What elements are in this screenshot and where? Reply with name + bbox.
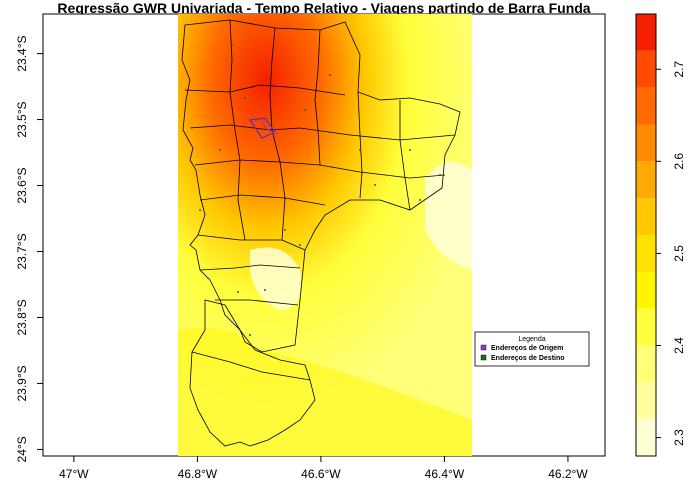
colorbar-band [636, 50, 656, 88]
colorbar-band [636, 198, 656, 235]
colorbar-band [636, 14, 656, 51]
destination-point [244, 97, 246, 99]
destination-point [237, 291, 239, 293]
y-tick-label: 23.7°S [15, 233, 29, 269]
district-line [229, 19, 246, 241]
colorbar-tick-label: 2.5 [672, 245, 686, 262]
legend-destination-label: Endereços de Destino [491, 355, 565, 362]
destination-point [264, 289, 266, 291]
y-tick-label: 23.5°S [15, 101, 29, 137]
y-tick-label: 23.4°S [15, 35, 29, 71]
x-tick-label: 46.2°W [548, 467, 588, 481]
destination-point [419, 199, 421, 201]
district-line [197, 234, 306, 251]
destination-point [231, 44, 233, 46]
raster-band-light-south [250, 247, 301, 310]
destination-point [409, 149, 411, 151]
x-tick-label: 47°W [59, 467, 89, 481]
destination-point [284, 229, 286, 231]
district-line [399, 100, 411, 211]
district-line [199, 264, 301, 271]
colorbar-band [636, 345, 656, 383]
colorbar-band [636, 271, 656, 309]
destination-point [359, 149, 361, 151]
destination-point [329, 74, 331, 76]
raster-band-light-east [425, 162, 472, 270]
destination-point [199, 209, 201, 211]
colorbar-band [636, 87, 656, 125]
district-line [191, 351, 311, 381]
colorbar-tick-label: 2.7 [672, 61, 686, 78]
colorbar-band [636, 419, 656, 456]
destination-point [249, 334, 251, 336]
destination-points [199, 44, 441, 336]
origin-route-line [261, 121, 279, 135]
legend-title: Legenda [518, 336, 545, 343]
y-tick-label: 23.8°S [15, 299, 29, 335]
x-tick-label: 46.6°W [301, 467, 341, 481]
map-title: Regressão GWR Univariada - Tempo Relativ… [57, 0, 590, 16]
district-line [215, 299, 299, 306]
y-tick-label: 24°S [15, 436, 29, 462]
surface-raster [178, 14, 472, 456]
city-outline [181, 19, 461, 353]
district-line [314, 29, 321, 166]
y-tick-label: 23.6°S [15, 167, 29, 203]
district-line [184, 84, 346, 96]
y-axis: 23.4°S 23.5°S 23.6°S 23.7°S 23.8°S 23.9°S 24°S [15, 35, 43, 462]
district-line [357, 91, 363, 199]
destination-point [374, 184, 376, 186]
map-legend: Legenda Endereços de Origem Endereços de… [474, 331, 590, 367]
legend-origin-label: Endereços de Origem [491, 345, 563, 352]
legend-box [474, 331, 590, 367]
destination-point [299, 244, 301, 246]
colorbar-band [636, 124, 656, 162]
legend-destination-swatch [480, 354, 487, 361]
district-line [269, 27, 286, 241]
colorbar-tick-label: 2.4 [672, 337, 686, 354]
districts [181, 19, 461, 447]
colorbar-tick-label: 2.3 [672, 429, 686, 446]
colorbar: 2.3 2.4 2.5 2.6 2.7 [635, 13, 686, 457]
raster-band-yellow-sw [178, 327, 472, 456]
colorbar-band [636, 235, 656, 272]
district-line [199, 194, 326, 206]
destination-point [219, 149, 221, 151]
legend-origin-swatch [480, 344, 487, 351]
colorbar-band [636, 308, 656, 346]
destination-point [439, 174, 441, 176]
district-line [248, 117, 276, 139]
origin-route [261, 121, 279, 135]
colorbar-band [636, 382, 656, 420]
city-outline-south [189, 299, 316, 447]
colorbar-tick-label: 2.6 [672, 153, 686, 170]
colorbar-frame [635, 13, 657, 457]
x-tick-label: 46.4°W [425, 467, 465, 481]
x-axis: 47°W 46.8°W 46.6°W 46.4°W 46.2°W [59, 456, 588, 481]
destination-point [304, 109, 306, 111]
colorbar-band [636, 161, 656, 199]
x-tick-label: 46.8°W [178, 467, 218, 481]
y-tick-label: 23.9°S [15, 365, 29, 401]
